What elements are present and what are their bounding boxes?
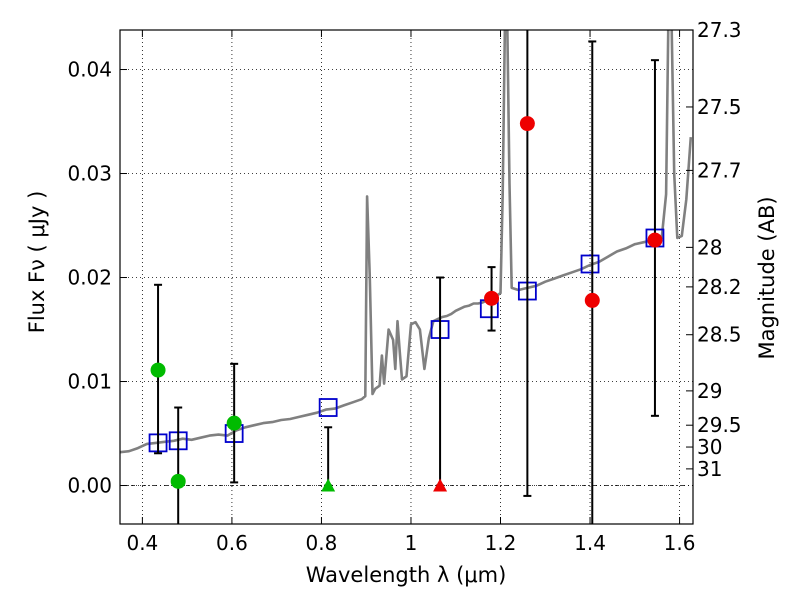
mag-tick-label: 27.5	[697, 95, 742, 119]
photometry-point	[170, 473, 186, 489]
mag-tick-label: 27.7	[697, 158, 742, 182]
mag-tick-label: 29	[697, 379, 722, 403]
y-axis-title-left: Flux Fν ( μJy )	[25, 191, 49, 334]
grid	[120, 30, 693, 524]
photometry-point	[150, 362, 166, 378]
x-tick-label: 1.2	[485, 531, 517, 555]
mag-tick-label: 28	[697, 235, 722, 259]
photometry-point	[226, 415, 242, 431]
x-tick-label: 0.4	[126, 531, 158, 555]
upper-limit-marker	[433, 478, 448, 492]
x-tick-label: 1.6	[664, 531, 696, 555]
upper-limit-marker	[321, 478, 336, 492]
model-photometry-square	[580, 254, 600, 274]
x-axis-title: Wavelength λ (μm)	[306, 563, 507, 587]
x-tick-label: 1.4	[574, 531, 606, 555]
plot-background	[120, 30, 693, 524]
x-tick-label: 1	[405, 531, 418, 555]
y-tick-label: 0.04	[67, 58, 112, 82]
photometry-point	[519, 116, 535, 132]
x-tick-label: 0.6	[216, 531, 248, 555]
plot-frame	[119, 29, 694, 525]
mag-tick-label: 27.3	[697, 18, 742, 42]
mag-tick-label: 28.2	[697, 275, 742, 299]
mag-tick-label: 29.5	[697, 413, 742, 437]
data-layer	[120, 30, 693, 524]
y-tick-label: 0.00	[67, 474, 112, 498]
y-axis-title-right: Magnitude (AB)	[755, 196, 779, 359]
x-tick-label: 0.8	[306, 531, 338, 555]
photometry-point	[484, 290, 500, 306]
mag-tick-label: 28.5	[697, 323, 742, 347]
model-sed-line	[120, 30, 693, 454]
ticks: 0.4 0.6 0.8 1 1.2 1.4 1.6 0.00 0.01 0.02 0.03 0.04 2…	[67, 18, 741, 555]
mag-tick-label: 30	[697, 435, 722, 459]
y-tick-label: 0.03	[67, 162, 112, 186]
y-tick-label: 0.01	[67, 370, 112, 394]
y-tick-label: 0.02	[67, 266, 112, 290]
model-photometry-square	[318, 398, 338, 417]
photometry-point	[647, 232, 663, 248]
mag-tick-label: 31	[697, 457, 722, 481]
photometry-point	[584, 292, 600, 308]
